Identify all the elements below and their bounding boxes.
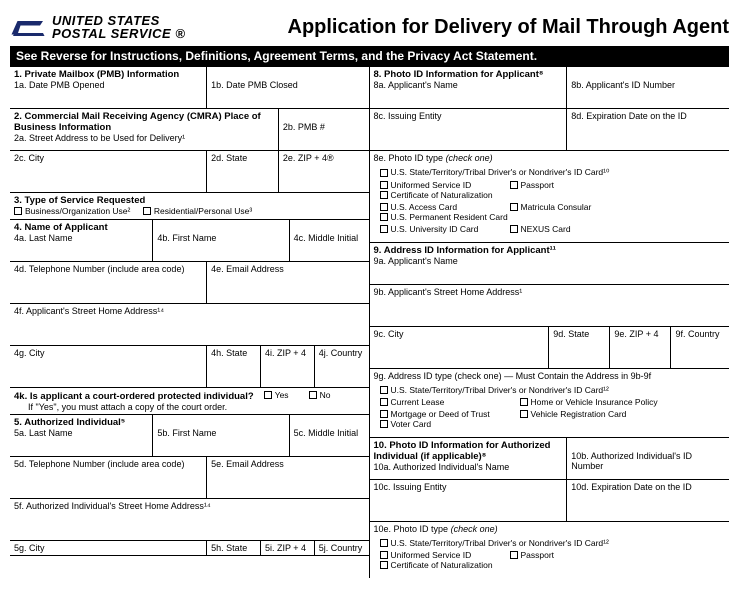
field-4e[interactable]: 4e. Email Address: [207, 262, 368, 303]
field-5c[interactable]: 5c. Middle Initial: [290, 415, 369, 456]
checkbox-8e-passport[interactable]: Passport: [510, 180, 600, 190]
brand-line2: POSTAL SERVICE ®: [52, 27, 185, 40]
field-8a[interactable]: 8. Photo ID Information for Applicant⁸ 8…: [370, 67, 568, 108]
field-2d[interactable]: 2d. State: [207, 151, 279, 192]
logo-block: UNITED STATES POSTAL SERVICE ®: [10, 14, 185, 40]
field-4g[interactable]: 4g. City: [10, 346, 207, 387]
field-10d[interactable]: 10d. Expiration Date on the ID: [567, 480, 729, 521]
checkbox-4k-no[interactable]: No: [309, 390, 331, 400]
field-2a[interactable]: 2. Commercial Mail Receiving Agency (CMR…: [10, 109, 279, 150]
field-9e[interactable]: 9e. ZIP + 4: [610, 327, 671, 368]
checkbox-10e-driver[interactable]: U.S. State/Territory/Tribal Driver's or …: [380, 538, 609, 548]
field-10a[interactable]: 10. Photo ID Information for Authorized …: [370, 438, 568, 479]
field-1b[interactable]: 1b. Date PMB Closed: [207, 67, 368, 108]
field-5b[interactable]: 5b. First Name: [153, 415, 289, 456]
field-9g: 9g. Address ID type (check one) — Must C…: [370, 369, 730, 437]
checkbox-8e-driver[interactable]: U.S. State/Territory/Tribal Driver's or …: [380, 167, 610, 178]
brand-text: UNITED STATES POSTAL SERVICE ®: [52, 14, 185, 40]
field-5f[interactable]: 5f. Authorized Individual's Street Home …: [10, 499, 369, 540]
checkbox-8e-access[interactable]: U.S. Access Card: [380, 202, 500, 212]
field-8c[interactable]: 8c. Issuing Entity: [370, 109, 568, 150]
right-column: 8. Photo ID Information for Applicant⁸ 8…: [370, 67, 730, 578]
field-5i[interactable]: 5i. ZIP + 4: [261, 541, 315, 555]
field-2e[interactable]: 2e. ZIP + 4®: [279, 151, 369, 192]
checkbox-8e-matricula[interactable]: Matricula Consular: [510, 202, 600, 212]
field-5a[interactable]: 5. Authorized Individual⁵ 5a. Last Name: [10, 415, 153, 456]
field-4c[interactable]: 4c. Middle Initial: [290, 220, 369, 261]
field-9f[interactable]: 9f. Country: [671, 327, 729, 368]
field-8b[interactable]: 8b. Applicant's ID Number: [567, 67, 729, 108]
field-2c[interactable]: 2c. City: [10, 151, 207, 192]
field-5d[interactable]: 5d. Telephone Number (include area code): [10, 457, 207, 498]
header: UNITED STATES POSTAL SERVICE ® Applicati…: [10, 14, 729, 40]
field-9c[interactable]: 9c. City: [370, 327, 550, 368]
checkbox-8e-resident[interactable]: U.S. Permanent Resident Card: [380, 212, 508, 222]
field-10e: 10e. Photo ID type (check one) U.S. Stat…: [370, 522, 730, 578]
checkbox-9g-lease[interactable]: Current Lease: [380, 397, 510, 407]
field-4h[interactable]: 4h. State: [207, 346, 261, 387]
field-4i[interactable]: 4i. ZIP + 4: [261, 346, 315, 387]
checkbox-9g-mortgage[interactable]: Mortgage or Deed of Trust: [380, 409, 510, 419]
checkbox-9g-insurance[interactable]: Home or Vehicle Insurance Policy: [520, 397, 658, 407]
field-4a[interactable]: 4. Name of Applicant 4a. Last Name: [10, 220, 153, 261]
field-4j[interactable]: 4j. Country: [315, 346, 369, 387]
checkbox-9g-vehicle[interactable]: Vehicle Registration Card: [520, 409, 650, 419]
usps-logo-icon: [10, 15, 46, 39]
field-9a[interactable]: 9. Address ID Information for Applicant¹…: [370, 243, 730, 284]
field-5e[interactable]: 5e. Email Address: [207, 457, 368, 498]
checkbox-business-use[interactable]: Business/Organization Use²: [14, 206, 130, 216]
field-4f[interactable]: 4f. Applicant's Street Home Address¹⁴: [10, 304, 369, 345]
field-9d[interactable]: 9d. State: [549, 327, 610, 368]
field-9b[interactable]: 9b. Applicant's Street Home Address¹: [370, 285, 730, 326]
field-1a[interactable]: 1. Private Mailbox (PMB) Information 1a.…: [10, 67, 207, 108]
checkbox-8e-university[interactable]: U.S. University ID Card: [380, 224, 500, 234]
checkbox-residential-use[interactable]: Residential/Personal Use³: [143, 206, 252, 216]
field-4b[interactable]: 4b. First Name: [153, 220, 289, 261]
checkbox-10e-naturalization[interactable]: Certificate of Naturalization: [380, 560, 493, 570]
field-4d[interactable]: 4d. Telephone Number (include area code): [10, 262, 207, 303]
field-2b[interactable]: 2b. PMB #: [279, 109, 369, 150]
checkbox-10e-uniformed[interactable]: Uniformed Service ID: [380, 550, 500, 560]
field-10c[interactable]: 10c. Issuing Entity: [370, 480, 568, 521]
field-5j[interactable]: 5j. Country: [315, 541, 369, 555]
checkbox-8e-uniformed[interactable]: Uniformed Service ID: [380, 180, 500, 190]
field-5g[interactable]: 5g. City: [10, 541, 207, 555]
field-8e: 8e. Photo ID type (check one) U.S. State…: [370, 151, 730, 242]
field-8d[interactable]: 8d. Expiration Date on the ID: [567, 109, 729, 150]
checkbox-8e-naturalization[interactable]: Certificate of Naturalization: [380, 190, 493, 200]
section-4k: 4k. Is applicant a court-ordered protect…: [10, 388, 369, 414]
checkbox-9g-driver[interactable]: U.S. State/Territory/Tribal Driver's or …: [380, 385, 609, 395]
checkbox-10e-passport[interactable]: Passport: [510, 550, 600, 560]
field-5h[interactable]: 5h. State: [207, 541, 261, 555]
instruction-bar: See Reverse for Instructions, Definition…: [10, 46, 729, 66]
section-3: 3. Type of Service Requested Business/Or…: [10, 193, 369, 219]
checkbox-9g-voter[interactable]: Voter Card: [380, 419, 432, 429]
form-grid: 1. Private Mailbox (PMB) Information 1a.…: [10, 66, 729, 578]
checkbox-4k-yes[interactable]: Yes: [264, 390, 289, 400]
field-10b[interactable]: 10b. Authorized Individual's ID Number: [567, 438, 729, 479]
checkbox-8e-nexus[interactable]: NEXUS Card: [510, 224, 571, 234]
form-title: Application for Delivery of Mail Through…: [288, 16, 730, 39]
left-column: 1. Private Mailbox (PMB) Information 1a.…: [10, 67, 370, 578]
